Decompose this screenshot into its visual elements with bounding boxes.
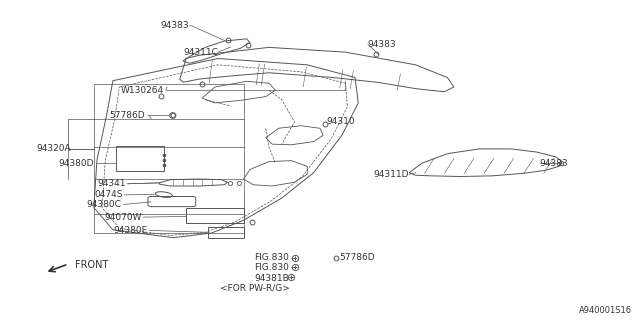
Text: 57786D: 57786D [109,111,145,120]
Bar [116,146,164,171]
Text: FIG.830: FIG.830 [255,253,289,262]
Text: 0474S: 0474S [94,190,122,199]
Text: <FOR PW-R/G>: <FOR PW-R/G> [220,283,289,292]
Text: 94383: 94383 [161,21,189,30]
Text: 94341: 94341 [97,179,125,188]
Text: 94381B: 94381B [255,274,289,283]
Text: 94311C: 94311C [183,48,218,57]
Text: 94380C: 94380C [86,200,121,209]
Text: W130264: W130264 [121,86,164,95]
Text: 94380E: 94380E [114,226,148,235]
Text: 94380D: 94380D [58,159,94,168]
Text: 94070W: 94070W [104,212,141,222]
Text: 94383: 94383 [540,159,568,168]
Text: 57786D: 57786D [339,253,375,262]
Text: A940001S16: A940001S16 [579,306,632,315]
Bar [209,227,244,238]
Text: 94383: 94383 [368,40,396,49]
Text: 94320A: 94320A [36,144,71,153]
Text: FIG.830: FIG.830 [255,263,289,272]
Bar [186,208,244,223]
Text: 94310: 94310 [326,117,355,126]
Text: 94311D: 94311D [374,170,409,179]
Text: FRONT: FRONT [75,260,108,270]
